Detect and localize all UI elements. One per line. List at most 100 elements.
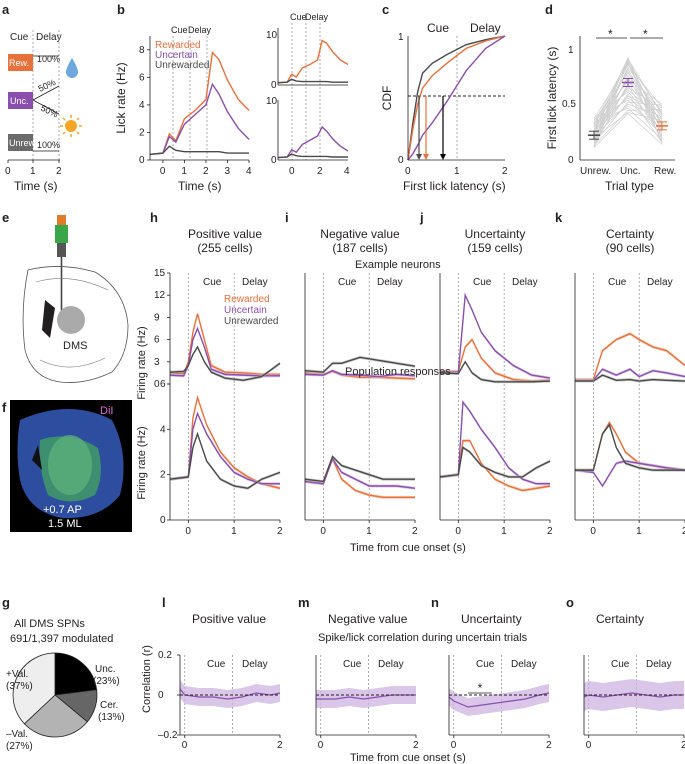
series-uncertain [169,411,280,485]
f-dye-label: DiI [100,405,113,417]
implant-ferrule [57,243,66,257]
o-corr-line [583,692,684,698]
sun-icon [60,115,82,137]
j-xtick-2: 2 [547,526,553,537]
series-uncertain [304,457,416,489]
b-ytick-6: 6 [139,72,145,83]
b-xlabel: Time (s) [178,179,222,193]
b-small-y1-zero: 0 [271,80,277,91]
series-unrewarded [439,446,551,478]
a-bar-unc [8,92,33,109]
e-region-label: DMS [63,340,87,352]
k-xtick-2: 2 [682,526,685,537]
n-title: Uncertainty [461,612,522,626]
c-ytick-1: 1 [398,32,404,43]
d-xlabel: Trial type [605,179,654,193]
c-xtick-1: 1 [454,166,460,177]
b-small-y2-zero: 0 [271,155,277,166]
g-slice-negval-pct: (27%) [6,741,33,752]
b-xtick-3: 3 [224,166,230,177]
n-xtick-0: 0 [451,740,457,751]
series-rewarded [169,313,280,376]
lo-ytick-1: 0 [158,690,164,701]
panel-label-d: d [545,2,553,17]
j-top-delay: Delay [512,277,538,288]
lo-subtitle: Spike/lick correlation during uncertain … [318,632,528,644]
panel-label-o: o [566,595,574,610]
panel-d-latency: First lick latency (s) * * 1 0.5 0 Unrew… [545,27,676,193]
l-corr-line [179,688,281,700]
h-top-delay: Delay [242,277,268,288]
c-delay: Delay [470,21,501,35]
m-title: Negative value [328,612,408,626]
b-delay: Delay [188,25,212,35]
series-uncertain [407,35,506,161]
panel-b-lick-rate: Lick rate (Hz) Cue Delay 0 2 4 6 8 0 1 2 3 4 Rewa… [114,12,350,193]
j-top-plot [439,292,551,384]
n-cue: Cue [476,659,495,670]
band-unrewarded [305,355,415,374]
k-top-plot [575,332,685,383]
band-rewarded [440,439,550,493]
panel-label-c: c [382,2,389,17]
lo-ytick-0: 0.2 [158,650,172,661]
series-unrewarded [277,153,348,159]
k-top-delay: Delay [647,277,673,288]
pie-slice-3 [12,652,56,725]
h-title: Positive value [188,227,262,241]
series-unrewarded [149,145,249,156]
g-pie-chart [12,652,98,738]
o-delay: Delay [646,659,672,670]
band-uncertain [170,411,280,486]
k-xtick-0: 0 [590,526,596,537]
series-uncertain [149,82,250,156]
k-top-cue: Cue [608,277,627,288]
b-small-y1-top: 10 [266,30,278,41]
series-uncertain [439,400,550,485]
panel-label-l: l [162,595,166,610]
h-xtick-1: 1 [231,526,237,537]
i-subtitle: (187 cells) [332,241,387,255]
a-bar-rew [8,54,33,71]
m-cue: Cue [343,659,362,670]
pie-slice-2 [23,694,88,738]
h-xtick-2: 2 [277,526,283,537]
a-xtick-2: 2 [56,166,62,177]
k-bottom-plot [574,421,685,488]
l-delay: Delay [242,659,268,670]
panels-l-to-o: l Positive value Cue Delay 0.2 0 –0.2 0 2 m Negati… [158,595,685,751]
band-uncertain [440,293,550,380]
panel-a-task-diagram: Cue Delay Rew. 100% Unc. 50% 50% Unrew. … [5,30,82,193]
b-xtick-4: 4 [246,166,252,177]
series-unrewarded [304,356,416,373]
f-coord-ml: 1.5 ML [48,518,82,530]
a-pct-mid1: 50% [37,77,58,94]
j-subtitle: (159 cells) [467,241,522,255]
n-xtick-2: 2 [546,740,552,751]
g-slice-unc-name: Unc. [95,664,116,675]
d-xcat-rew: Rew. [654,166,676,177]
panel-f-histology: DiI +0.7 AP 1.5 ML [10,400,132,532]
n-corr-line [448,692,550,708]
series-unrewarded [169,345,281,382]
a-header-cue: Cue [10,32,29,43]
panel-label-h: h [150,210,158,225]
panel-label-k: k [555,210,563,225]
hk-bottom-ytick-4: 4 [160,424,166,435]
series-rewarded [149,50,250,156]
j-xtick-0: 0 [455,526,461,537]
panel-label-f: f [2,400,7,415]
m-xtick-0: 0 [318,740,324,751]
a-label-unc: Unc. [10,96,29,106]
g-slice-posval-pct: (37%) [6,681,33,692]
a-pct-bot: 100% [37,140,60,150]
i-title: Negative value [320,227,400,241]
panel-label-m: m [298,595,310,610]
m-delay: Delay [378,659,404,670]
h-subtitle: (255 cells) [197,241,252,255]
b-xtick-0: 0 [160,166,166,177]
panel-label-b: b [117,2,125,17]
panel-label-j: j [419,210,424,225]
hk-row2-label: Population responses [345,366,451,378]
